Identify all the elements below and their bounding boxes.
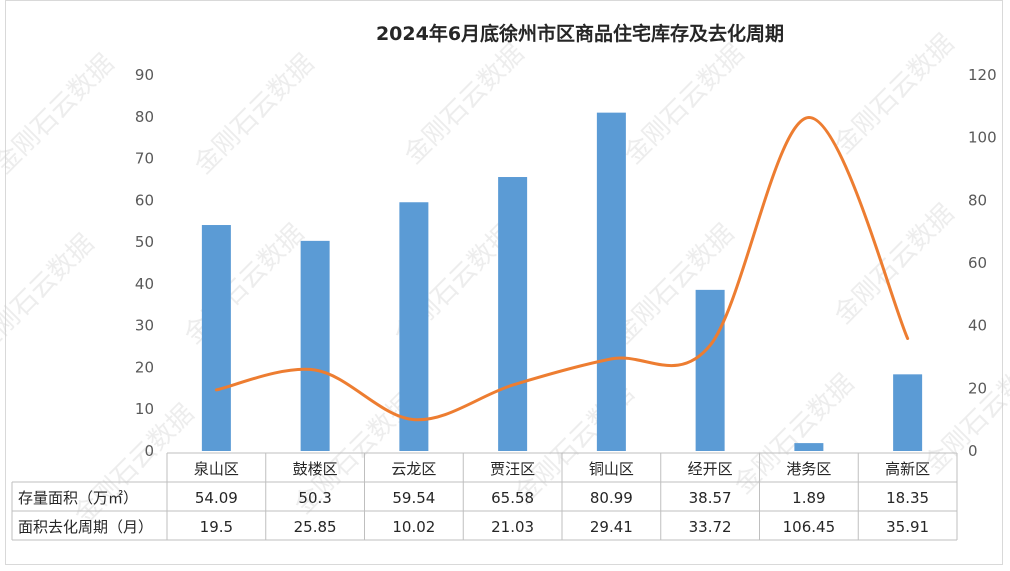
bar — [300, 240, 330, 451]
category-label: 鼓楼区 — [293, 460, 338, 478]
right-tick-label: 20 — [968, 379, 987, 397]
category-label: 港务区 — [786, 460, 831, 478]
right-tick-label: 0 — [968, 442, 978, 460]
chart-title: 2024年6月底徐州市区商品住宅库存及去化周期 — [376, 22, 784, 45]
data-label: 1.89 — [792, 489, 825, 507]
data-label: 59.54 — [392, 489, 435, 507]
category-label: 高新区 — [885, 460, 930, 478]
left-tick-label: 50 — [135, 233, 154, 251]
data-label: 106.45 — [783, 518, 836, 536]
watermark-text: 金刚石云数据 — [829, 199, 961, 331]
category-label: 经开区 — [688, 460, 733, 478]
left-tick-label: 20 — [135, 358, 154, 376]
left-tick-label: 30 — [135, 317, 154, 335]
bar — [695, 289, 725, 451]
data-label: 54.09 — [195, 489, 238, 507]
bar — [399, 202, 429, 451]
series-row-label: 面积去化周期（月） — [18, 518, 153, 536]
data-label: 38.57 — [689, 489, 732, 507]
bar — [596, 112, 626, 451]
watermark-text: 金刚石云数据 — [0, 229, 100, 361]
right-tick-label: 40 — [968, 317, 987, 335]
watermark-text: 金刚石云数据 — [829, 29, 961, 161]
bar-series — [201, 112, 923, 451]
watermark-text: 金刚石云数据 — [69, 399, 201, 531]
left-tick-label: 10 — [135, 400, 154, 418]
watermark-text: 金刚石云数据 — [0, 49, 120, 181]
watermark-text: 金刚石云数据 — [179, 219, 311, 351]
chart-frame — [5, 0, 1003, 565]
data-label: 35.91 — [886, 518, 929, 536]
data-label: 29.41 — [590, 518, 633, 536]
line-series — [214, 115, 910, 422]
watermark-text: 金刚石云数据 — [189, 49, 321, 181]
bar — [893, 374, 923, 451]
data-label: 50.3 — [298, 489, 331, 507]
category-label: 铜山区 — [589, 460, 634, 478]
left-axis: 0 10 20 30 40 50 60 70 80 90 — [135, 66, 154, 460]
left-tick-label: 80 — [135, 108, 154, 126]
data-label: 18.35 — [886, 489, 929, 507]
left-tick-label: 70 — [135, 150, 154, 168]
data-label: 33.72 — [689, 518, 732, 536]
data-label: 19.5 — [200, 518, 233, 536]
watermark-text: 金刚石云数据 — [729, 369, 861, 501]
left-tick-label: 40 — [135, 275, 154, 293]
data-label: 80.99 — [590, 489, 633, 507]
data-label: 21.03 — [491, 518, 534, 536]
left-tick-label: 90 — [135, 66, 154, 84]
right-tick-label: 80 — [968, 191, 987, 209]
bar — [201, 225, 231, 451]
right-tick-label: 120 — [968, 66, 997, 84]
right-axis: 0 20 40 60 80 100 120 — [968, 66, 997, 460]
series-row-label: 存量面积（万㎡） — [18, 489, 138, 507]
right-tick-label: 100 — [968, 129, 997, 147]
category-label: 贾汪区 — [490, 460, 535, 478]
watermark-text: 金刚石云数据 — [919, 349, 1010, 481]
left-tick-label: 0 — [144, 442, 154, 460]
bar — [498, 177, 528, 451]
watermark-text: 金刚石云数据 — [399, 39, 531, 171]
watermark-text: 金刚石云数据 — [619, 39, 751, 171]
category-label: 云龙区 — [391, 460, 436, 478]
right-tick-label: 60 — [968, 254, 987, 272]
data-label: 10.02 — [392, 518, 435, 536]
category-label: 泉山区 — [194, 460, 239, 478]
data-label: 25.85 — [294, 518, 337, 536]
left-tick-label: 60 — [135, 191, 154, 209]
bar — [794, 443, 824, 451]
data-label: 65.58 — [491, 489, 534, 507]
